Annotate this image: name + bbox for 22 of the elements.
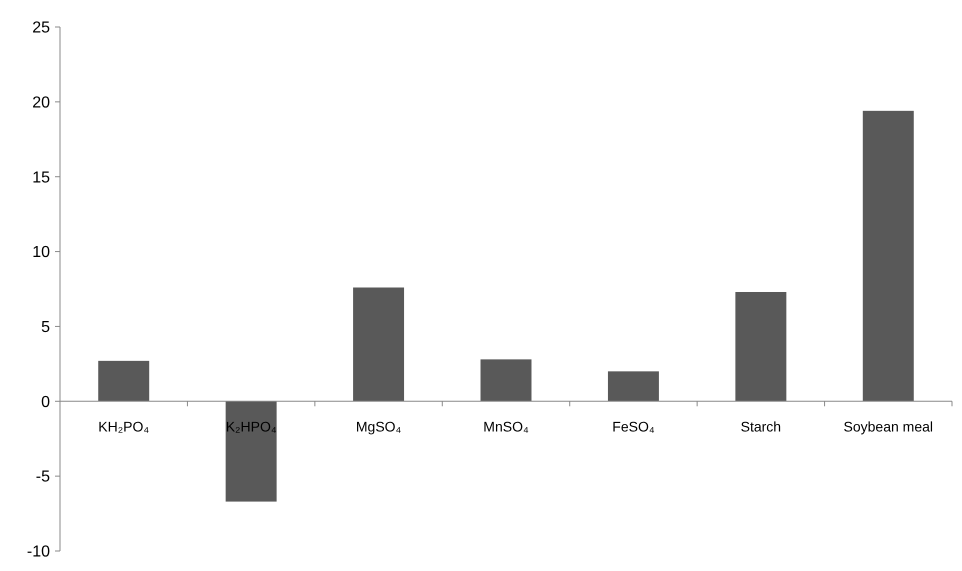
y-tick-label: -5 (36, 468, 50, 486)
bar (862, 110, 914, 402)
x-tick-label: MgSO₄ (356, 418, 402, 434)
bar (480, 359, 532, 402)
bar (98, 360, 150, 402)
bar (353, 288, 404, 402)
y-tick-label: 15 (32, 169, 50, 186)
y-tick-label: 5 (41, 319, 50, 336)
x-tick-label: KH₂PO₄ (98, 418, 150, 434)
y-tick-label: 25 (32, 20, 50, 37)
y-tick-label: 0 (41, 394, 50, 411)
bar (735, 292, 786, 402)
x-tick-label: MnSO₄ (483, 418, 529, 434)
bar (608, 371, 659, 402)
y-tick-label: 20 (32, 94, 50, 112)
x-tick-label: K₂HPO₄ (226, 418, 277, 434)
x-tick-label: Soybean meal (844, 418, 934, 434)
bar (226, 401, 277, 502)
y-tick-label: 10 (32, 244, 50, 262)
y-tick-label: -10 (26, 544, 50, 561)
x-tick-label: FeSO₄ (612, 418, 655, 434)
x-tick-label: Starch (740, 418, 782, 434)
